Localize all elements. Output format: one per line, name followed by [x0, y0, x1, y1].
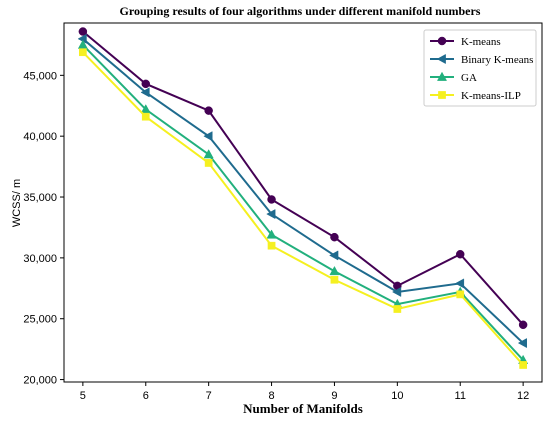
legend-swatch-marker [437, 36, 447, 46]
legend-swatch-marker [436, 71, 448, 81]
x-tick-label: 10 [391, 390, 403, 402]
data-point [266, 229, 277, 239]
data-point [79, 48, 87, 57]
data-point [141, 79, 151, 89]
data-point [329, 265, 340, 276]
data-point [329, 250, 339, 261]
plot-frame [63, 22, 543, 383]
data-point [266, 209, 276, 220]
data-point [517, 338, 527, 349]
x-tick-label: 5 [80, 390, 86, 402]
legend-label: K-means-ILP [461, 90, 521, 102]
x-tick-label: 8 [268, 390, 274, 402]
y-axis: 20,000 25,000 30,000 35,000 40,000 45,000 [23, 70, 64, 387]
series-line [82, 44, 524, 361]
data-point [204, 106, 213, 115]
data-point [203, 131, 213, 142]
x-tick-label: 6 [143, 390, 149, 402]
legend-label: K-means [461, 36, 501, 48]
y-tick-label: 35,000 [23, 192, 57, 204]
series-line [82, 30, 524, 326]
data-point [78, 27, 88, 36]
y-tick-label: 30,000 [23, 253, 57, 265]
data-point [330, 232, 339, 242]
data-point [518, 320, 528, 330]
legend-box [423, 29, 537, 107]
data-point [204, 159, 213, 167]
data-point [519, 361, 527, 369]
legend-item: K-means [430, 36, 501, 48]
series-k-means [78, 27, 528, 330]
x-tick-label: 12 [517, 390, 529, 402]
data-point [203, 149, 214, 159]
legend-item: GA [430, 71, 477, 84]
x-axis-label: Number of Manifolds [243, 401, 363, 416]
data-point [267, 241, 276, 250]
series-layer [77, 27, 529, 369]
y-tick-label: 40,000 [23, 131, 57, 143]
y-tick-label: 25,000 [23, 314, 57, 326]
legend-item: Binary K-means [430, 53, 533, 66]
x-axis: 5 6 7 8 9 10 11 12 [80, 382, 529, 402]
y-axis-label: WCSS/ m [11, 179, 23, 227]
x-tick-label: 7 [206, 390, 212, 402]
y-tick-label: 20,000 [23, 375, 57, 387]
data-point [454, 278, 465, 289]
data-point [392, 286, 402, 297]
series-k-means-ilp [79, 48, 527, 369]
x-tick-label: 9 [331, 390, 337, 402]
data-point [393, 305, 402, 313]
series-line [82, 38, 524, 344]
legend-label: Binary K-means [461, 54, 533, 66]
legend-label: GA [461, 72, 477, 84]
data-point [330, 275, 339, 284]
data-point [455, 249, 465, 259]
series-binary-k-means [77, 33, 527, 349]
chart-title: Grouping results of four algorithms unde… [120, 4, 481, 18]
data-point [140, 87, 150, 98]
series-line [82, 51, 524, 366]
legend-swatch-marker [438, 91, 446, 99]
data-point [141, 112, 150, 121]
y-tick-label: 45,000 [23, 70, 57, 82]
legend: K-means Binary K-means GA K-means-ILP [423, 29, 537, 107]
x-tick-label: 11 [455, 390, 466, 402]
legend-item: K-means-ILP [430, 90, 521, 102]
data-point [267, 195, 276, 204]
data-point [456, 290, 465, 299]
legend-swatch-marker [436, 53, 446, 65]
